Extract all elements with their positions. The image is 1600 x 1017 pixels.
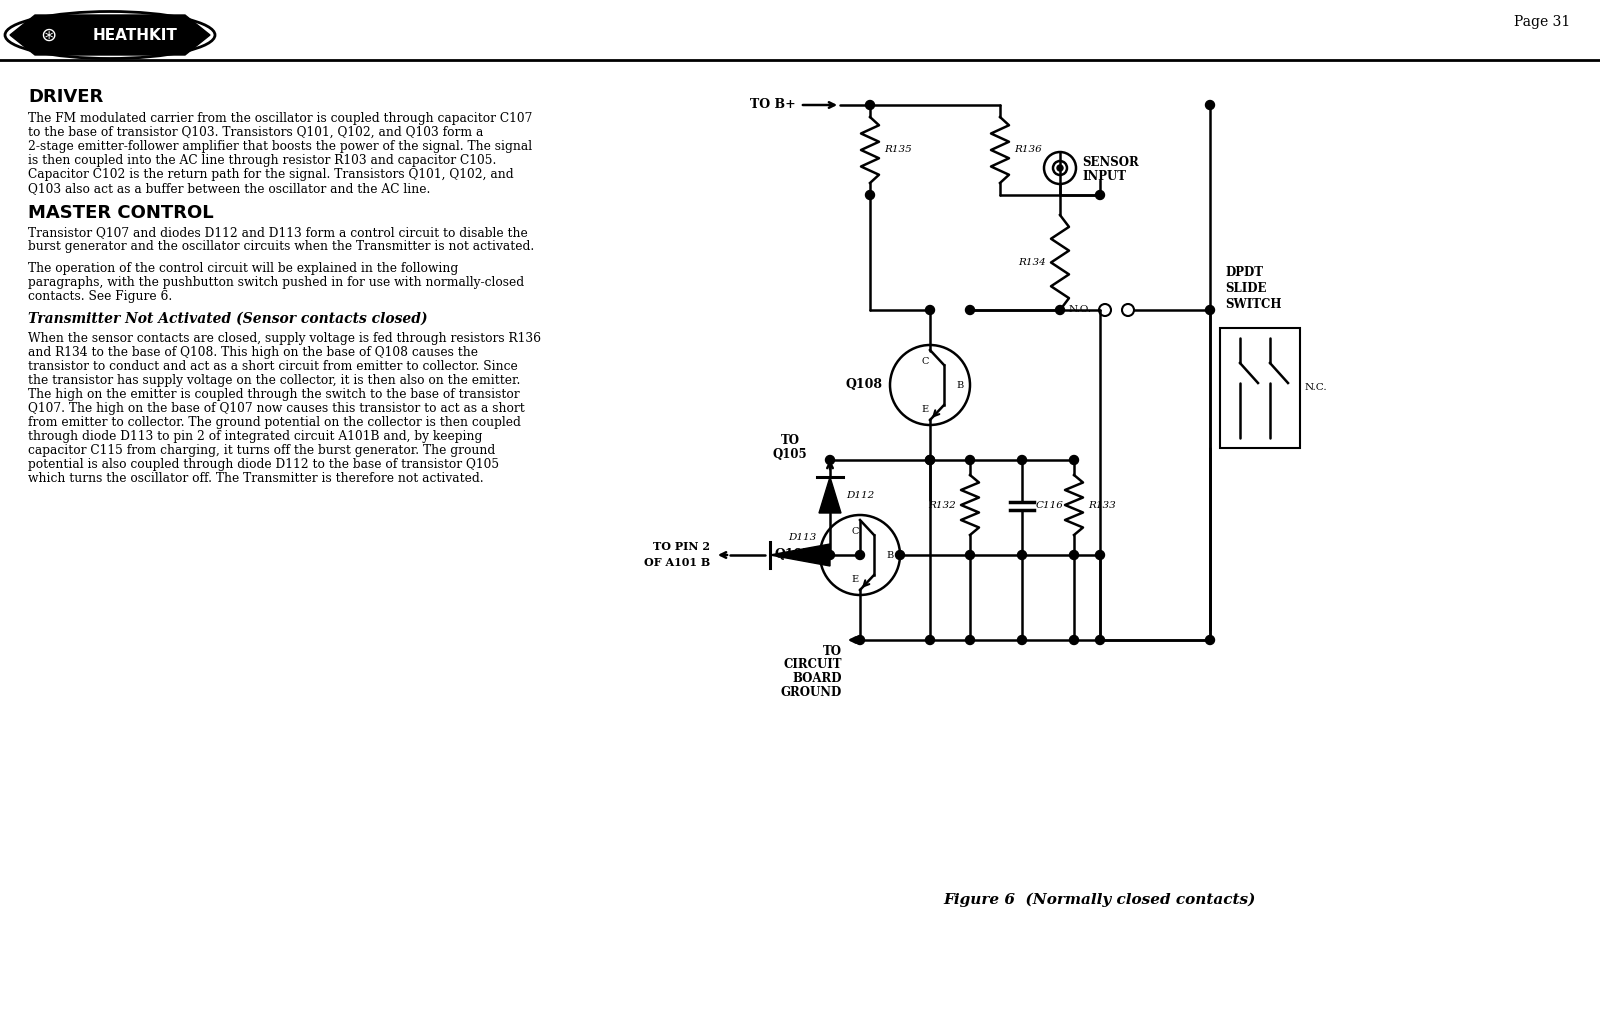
Text: SENSOR: SENSOR — [1082, 156, 1139, 169]
Circle shape — [1205, 636, 1214, 645]
Text: N.O.: N.O. — [1069, 305, 1091, 314]
Text: to the base of transistor Q103. Transistors Q101, Q102, and Q103 form a: to the base of transistor Q103. Transist… — [29, 126, 483, 139]
Text: paragraphs, with the pushbutton switch pushed in for use with normally-closed: paragraphs, with the pushbutton switch p… — [29, 276, 525, 289]
Circle shape — [1056, 305, 1064, 314]
Text: which turns the oscillator off. The Transmitter is therefore not activated.: which turns the oscillator off. The Tran… — [29, 472, 483, 485]
Text: C: C — [922, 357, 928, 365]
Circle shape — [1069, 636, 1078, 645]
Circle shape — [1018, 636, 1027, 645]
Circle shape — [1058, 165, 1062, 171]
Text: burst generator and the oscillator circuits when the Transmitter is not activate: burst generator and the oscillator circu… — [29, 240, 534, 253]
Text: BOARD: BOARD — [792, 672, 842, 685]
Polygon shape — [819, 477, 842, 513]
Text: from emitter to collector. The ground potential on the collector is then coupled: from emitter to collector. The ground po… — [29, 416, 522, 429]
Text: TO: TO — [781, 433, 800, 446]
Bar — [1221, 328, 1299, 448]
Polygon shape — [770, 544, 830, 566]
Circle shape — [866, 190, 875, 199]
Text: DPDT: DPDT — [1226, 265, 1262, 279]
Text: transistor to conduct and act as a short circuit from emitter to collector. Sinc: transistor to conduct and act as a short… — [29, 360, 518, 373]
Text: The operation of the control circuit will be explained in the following: The operation of the control circuit wil… — [29, 262, 458, 275]
Text: B: B — [886, 550, 894, 559]
Text: Transistor Q107 and diodes D112 and D113 form a control circuit to disable the: Transistor Q107 and diodes D112 and D113… — [29, 226, 528, 239]
Circle shape — [965, 456, 974, 465]
Text: through diode D113 to pin 2 of integrated circuit A101B and, by keeping: through diode D113 to pin 2 of integrate… — [29, 430, 482, 443]
Text: TO B+: TO B+ — [750, 99, 797, 112]
Text: contacts. See Figure 6.: contacts. See Figure 6. — [29, 290, 173, 303]
Text: R132: R132 — [928, 500, 957, 510]
Circle shape — [856, 550, 864, 559]
Text: D112: D112 — [846, 490, 874, 499]
Text: D113: D113 — [787, 533, 816, 541]
Circle shape — [925, 456, 934, 465]
Text: C: C — [851, 527, 859, 536]
Text: capacitor C115 from charging, it turns off the burst generator. The ground: capacitor C115 from charging, it turns o… — [29, 444, 496, 457]
Text: GROUND: GROUND — [781, 686, 842, 699]
Text: CIRCUIT: CIRCUIT — [784, 658, 842, 671]
Circle shape — [826, 550, 835, 559]
Circle shape — [1096, 550, 1104, 559]
Text: Q107: Q107 — [774, 548, 813, 561]
Text: DRIVER: DRIVER — [29, 88, 104, 106]
Text: ⊛: ⊛ — [40, 25, 56, 45]
Circle shape — [965, 636, 974, 645]
Text: OF A101 B: OF A101 B — [643, 557, 710, 569]
Circle shape — [925, 305, 934, 314]
Circle shape — [1018, 456, 1027, 465]
Text: The FM modulated carrier from the oscillator is coupled through capacitor C107: The FM modulated carrier from the oscill… — [29, 112, 533, 125]
Circle shape — [1205, 101, 1214, 110]
Text: HEATHKIT: HEATHKIT — [93, 27, 178, 43]
Text: Q108: Q108 — [845, 378, 882, 392]
Text: Capacitor C102 is the return path for the signal. Transistors Q101, Q102, and: Capacitor C102 is the return path for th… — [29, 168, 514, 181]
Circle shape — [1069, 550, 1078, 559]
Text: and R134 to the base of Q108. This high on the base of Q108 causes the: and R134 to the base of Q108. This high … — [29, 346, 478, 359]
Text: R136: R136 — [1014, 145, 1042, 155]
Text: SWITCH: SWITCH — [1226, 298, 1282, 310]
Text: C116: C116 — [1037, 501, 1064, 510]
Circle shape — [856, 636, 864, 645]
Circle shape — [965, 550, 974, 559]
Text: R134: R134 — [1018, 258, 1046, 267]
Circle shape — [826, 456, 835, 465]
Text: R133: R133 — [1088, 500, 1115, 510]
Text: MASTER CONTROL: MASTER CONTROL — [29, 204, 214, 222]
Circle shape — [1096, 636, 1104, 645]
Text: Q107. The high on the base of Q107 now causes this transistor to act as a short: Q107. The high on the base of Q107 now c… — [29, 402, 525, 415]
Circle shape — [925, 456, 934, 465]
Text: E: E — [851, 575, 859, 584]
Text: INPUT: INPUT — [1082, 170, 1126, 182]
Text: the transistor has supply voltage on the collector, it is then also on the emitt: the transistor has supply voltage on the… — [29, 374, 520, 387]
Circle shape — [965, 305, 974, 314]
Text: Page 31: Page 31 — [1514, 15, 1570, 29]
Text: B: B — [957, 380, 963, 390]
Text: is then coupled into the AC line through resistor R103 and capacitor C105.: is then coupled into the AC line through… — [29, 154, 496, 167]
Text: TO PIN 2: TO PIN 2 — [653, 541, 710, 552]
Circle shape — [1018, 550, 1027, 559]
Circle shape — [1096, 190, 1104, 199]
Circle shape — [1069, 456, 1078, 465]
Text: TO: TO — [822, 645, 842, 658]
Text: SLIDE: SLIDE — [1226, 282, 1267, 295]
Text: potential is also coupled through diode D112 to the base of transistor Q105: potential is also coupled through diode … — [29, 458, 499, 471]
Circle shape — [1205, 305, 1214, 314]
Text: N.C.: N.C. — [1306, 383, 1328, 393]
Text: The high on the emitter is coupled through the switch to the base of transistor: The high on the emitter is coupled throu… — [29, 388, 520, 401]
Text: 2-stage emitter-follower amplifier that boosts the power of the signal. The sign: 2-stage emitter-follower amplifier that … — [29, 140, 533, 153]
Text: Figure 6  (Normally closed contacts): Figure 6 (Normally closed contacts) — [944, 893, 1256, 907]
Text: E: E — [922, 405, 928, 414]
Text: Q103 also act as a buffer between the oscillator and the AC line.: Q103 also act as a buffer between the os… — [29, 182, 430, 195]
Text: R135: R135 — [883, 145, 912, 155]
Circle shape — [925, 636, 934, 645]
Text: When the sensor contacts are closed, supply voltage is fed through resistors R13: When the sensor contacts are closed, sup… — [29, 332, 541, 345]
Polygon shape — [10, 15, 210, 55]
Text: Transmitter Not Activated (Sensor contacts closed): Transmitter Not Activated (Sensor contac… — [29, 312, 427, 326]
Text: Q105: Q105 — [773, 448, 808, 462]
Circle shape — [896, 550, 904, 559]
Circle shape — [866, 101, 875, 110]
